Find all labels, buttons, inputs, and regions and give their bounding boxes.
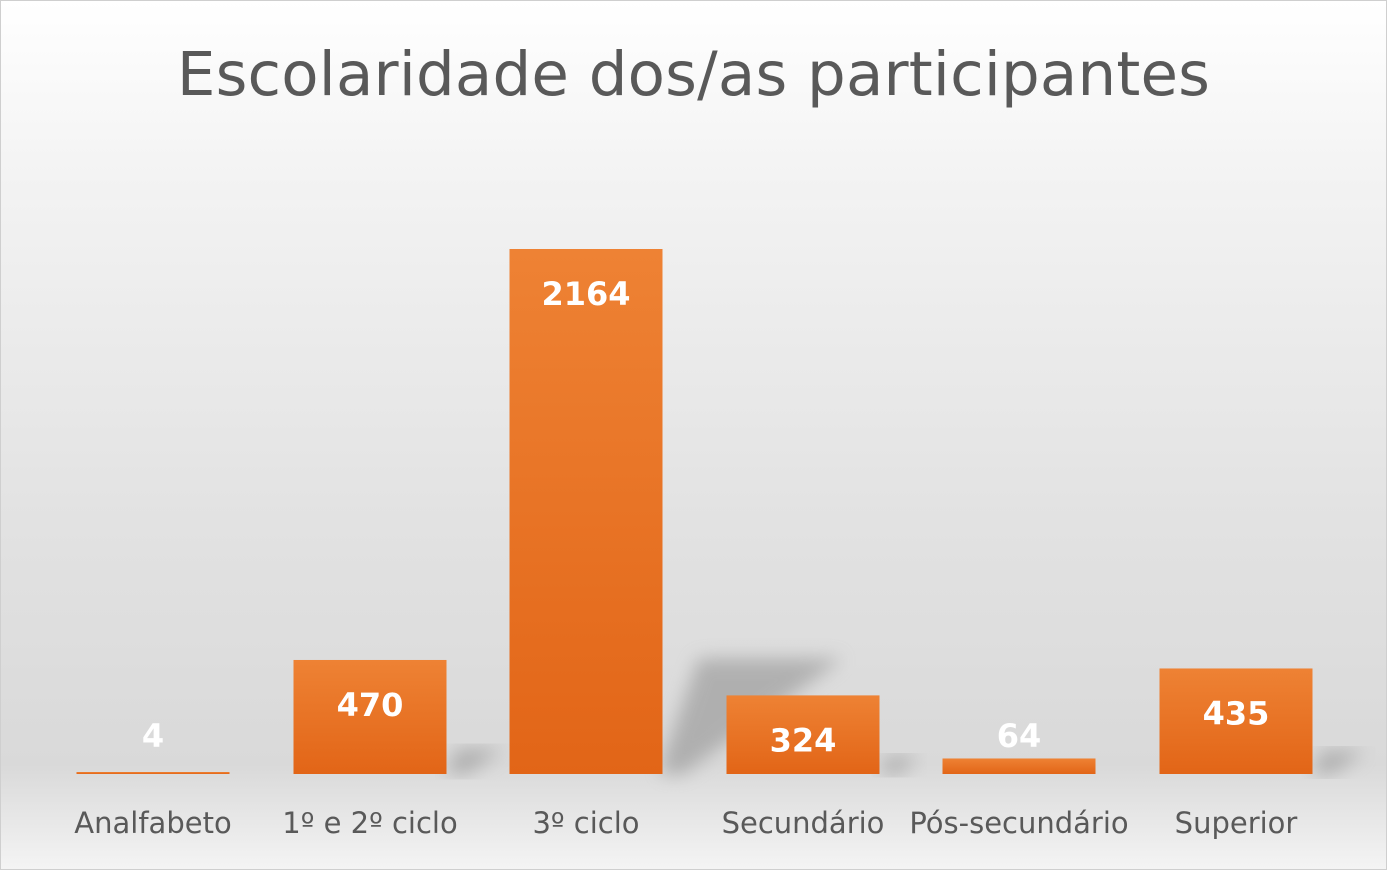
bar-analfabeto — [76, 772, 230, 774]
data-label-3-ciclo: 2164 — [541, 275, 630, 313]
category-label-analfabeto: Analfabeto — [74, 806, 231, 840]
bar-secundario — [726, 695, 880, 774]
data-label-pos-secundario: 64 — [997, 717, 1042, 755]
category-label-1-e-2-ciclo: 1º e 2º ciclo — [282, 806, 457, 840]
bar-pos-secundario — [942, 758, 1096, 774]
data-label-secundario: 324 — [770, 721, 837, 759]
category-label-pos-secundario: Pós-secundário — [909, 806, 1128, 840]
data-label-1-e-2-ciclo: 470 — [337, 686, 404, 724]
data-label-analfabeto: 4 — [142, 717, 164, 755]
category-label-superior: Superior — [1175, 806, 1298, 840]
chart-title: Escolaridade dos/as participantes — [176, 39, 1211, 110]
data-label-superior: 435 — [1203, 694, 1270, 732]
bar-superior — [1159, 668, 1313, 774]
bar-shadow-secundario — [879, 756, 919, 774]
bar-shadow-superior — [1312, 750, 1366, 774]
category-label-secundario: Secundário — [722, 806, 885, 840]
bar-1-e-2-ciclo — [293, 659, 447, 774]
bar-3-ciclo — [509, 249, 663, 774]
category-label-3-ciclo: 3º ciclo — [532, 806, 639, 840]
bar-shadow-1-e-2-ciclo — [446, 748, 504, 774]
